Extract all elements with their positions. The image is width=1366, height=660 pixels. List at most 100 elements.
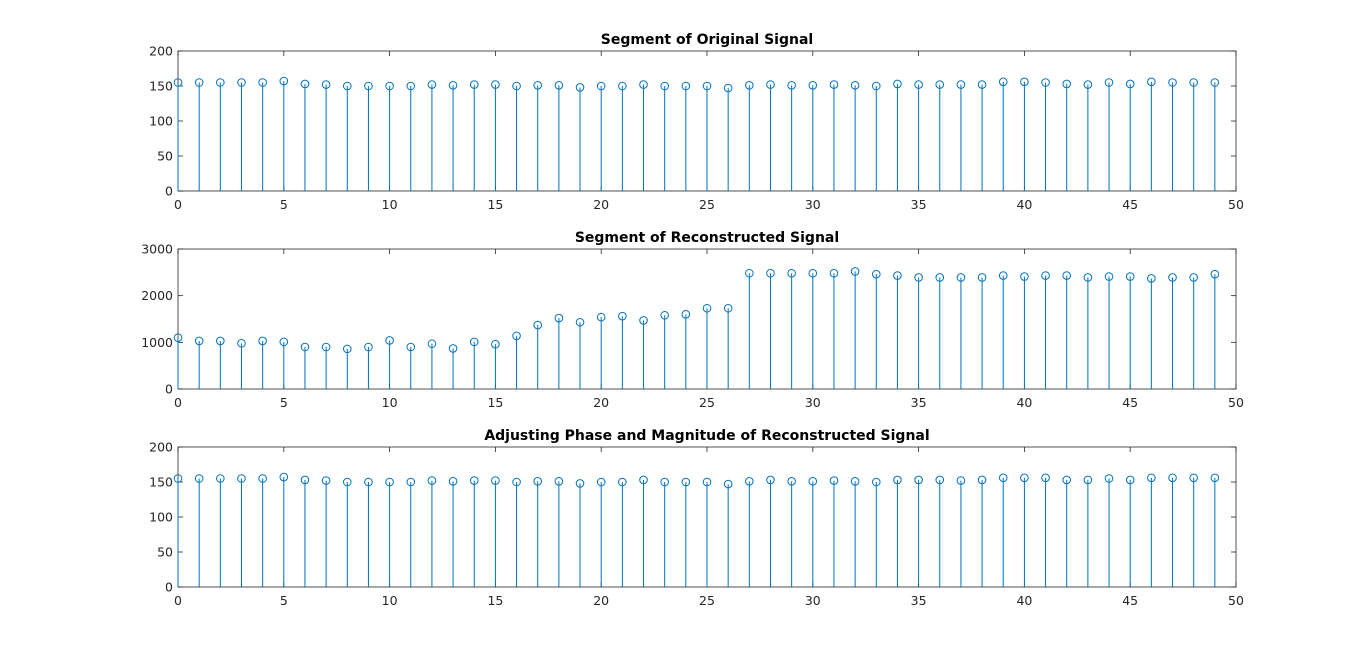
stem-marker (1020, 473, 1029, 483)
x-tick-label: 0 (174, 197, 182, 212)
subplot-3: Adjusting Phase and Magnitude of Reconst… (149, 428, 1244, 608)
x-tick-label: 30 (805, 197, 821, 212)
stem-marker (1062, 475, 1072, 485)
stem-marker (1210, 473, 1220, 483)
x-tick-label: 35 (911, 395, 927, 410)
stem-marker (406, 81, 416, 91)
stem-marker (216, 78, 225, 87)
stem-marker (702, 81, 712, 91)
stem-marker (512, 477, 521, 487)
stem-marker (342, 344, 352, 354)
stem-marker (554, 313, 564, 323)
stem-marker (279, 337, 289, 347)
stem-marker (956, 80, 966, 89)
stem-marker (448, 344, 458, 353)
stem-marker (1189, 78, 1198, 87)
x-tick-label: 5 (280, 197, 288, 212)
stem-marker (1020, 272, 1029, 281)
stem-marker (871, 477, 881, 487)
x-tick-label: 35 (911, 593, 927, 608)
x-tick-label: 30 (805, 593, 821, 608)
stem-marker (1210, 78, 1220, 87)
stem-marker (173, 333, 183, 342)
stem-marker (469, 80, 479, 89)
stem-marker (723, 83, 733, 93)
stem-marker (491, 80, 500, 89)
stem-marker (723, 303, 733, 313)
stem-marker (321, 476, 331, 485)
stem-marker (956, 273, 966, 282)
stem-marker (1125, 272, 1135, 281)
stem-marker (575, 479, 585, 488)
stem-marker (364, 477, 373, 487)
stem-marker (491, 339, 500, 349)
stem-marker (639, 80, 648, 89)
stem-marker (596, 477, 606, 487)
stem-marker (512, 81, 521, 91)
stem-marker (808, 477, 818, 486)
stem-marker (829, 80, 839, 89)
y-tick-label: 1000 (141, 335, 173, 350)
y-tick-label: 3000 (141, 242, 173, 257)
stem-marker (279, 472, 289, 482)
stem-marker (448, 81, 458, 90)
stem-marker (1168, 273, 1177, 282)
stem-marker (914, 80, 923, 89)
stem-marker (914, 475, 923, 485)
stem-marker (575, 317, 585, 327)
stem-marker (173, 474, 183, 483)
stem-marker (850, 81, 860, 90)
x-tick-label: 20 (593, 197, 609, 212)
x-tick-label: 40 (1016, 593, 1032, 608)
y-tick-label: 150 (149, 79, 173, 94)
stem-marker (702, 303, 712, 313)
stem-marker (385, 477, 394, 487)
y-tick-label: 0 (165, 382, 173, 397)
stem-marker (300, 79, 310, 89)
stem-marker (998, 473, 1008, 483)
stem-marker (829, 476, 839, 485)
x-tick-label: 45 (1122, 593, 1138, 608)
stem-marker (533, 81, 543, 90)
stem-marker (829, 268, 839, 278)
stem-marker (533, 320, 543, 330)
stem-marker (596, 312, 606, 322)
stem-marker (618, 81, 627, 91)
stem-marker (660, 310, 669, 320)
stem-marker (1189, 473, 1198, 483)
stem-marker (554, 81, 564, 90)
stem-marker (618, 311, 627, 321)
stem-marker (1168, 473, 1177, 483)
stem-marker (914, 273, 923, 282)
y-tick-label: 0 (165, 184, 173, 199)
x-tick-label: 25 (699, 593, 715, 608)
y-tick-label: 50 (157, 149, 173, 164)
stem-marker (998, 77, 1008, 87)
stem-marker (1168, 78, 1177, 87)
stem-marker (723, 479, 733, 489)
stem-marker (194, 474, 204, 483)
stem-marker (342, 477, 352, 487)
stem-marker (787, 268, 796, 278)
stem-marker (998, 271, 1008, 280)
y-tick-label: 100 (149, 114, 173, 129)
stem-marker (681, 310, 691, 319)
x-tick-label: 40 (1016, 395, 1032, 410)
x-tick-label: 0 (174, 395, 182, 410)
subplot-2: Segment of Reconstructed Signal 0 5 10 15 20… (141, 230, 1244, 410)
stem-marker (1147, 77, 1156, 87)
stem-marker (1041, 473, 1050, 483)
stem-marker (893, 79, 902, 89)
y-tick-label: 200 (149, 44, 173, 59)
stem-marker (766, 475, 775, 485)
stem-marker (385, 81, 394, 91)
stem-marker (787, 81, 796, 90)
subplot-2-title: Segment of Reconstructed Signal (575, 230, 839, 246)
stem-marker (660, 81, 669, 91)
x-tick-label: 45 (1122, 197, 1138, 212)
stem-marker (321, 80, 331, 89)
stem-marker (1041, 78, 1050, 87)
stem-marker (808, 81, 818, 90)
stem-marker (237, 78, 246, 87)
stem-marker (406, 342, 416, 352)
